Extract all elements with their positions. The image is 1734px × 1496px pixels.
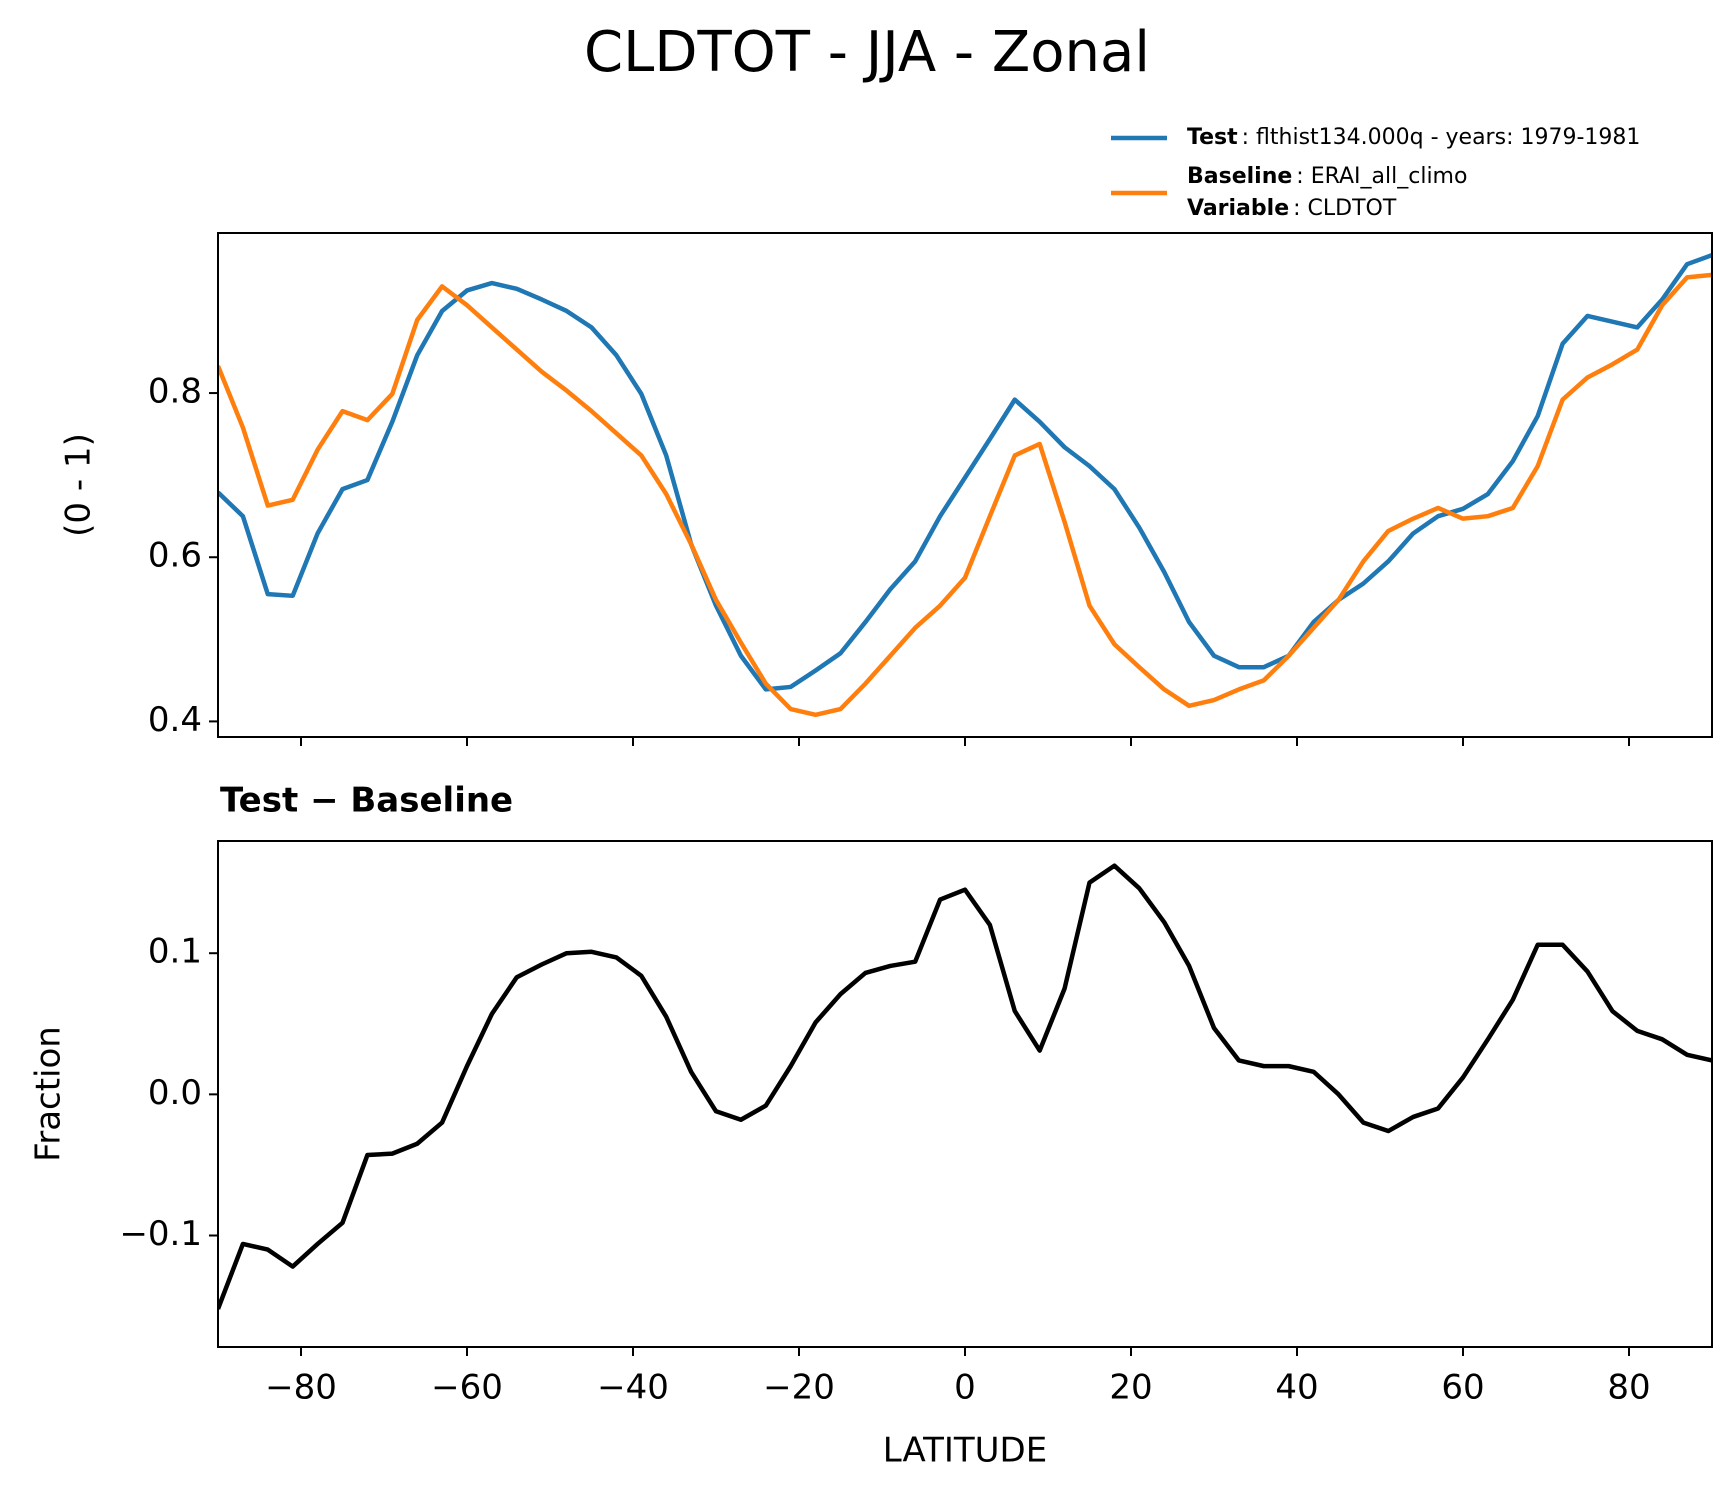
y-tick-label: 0.1: [148, 932, 202, 972]
x-tick-label: −80: [265, 1368, 337, 1408]
data-line: [218, 863, 1712, 1310]
x-tick-label: −40: [597, 1368, 669, 1408]
legend-key: Test: [1187, 125, 1238, 150]
legend-text: : flthist134.000q - years: 1979-1981: [1242, 125, 1641, 150]
data-line: [218, 253, 1712, 692]
legend-key: Baseline: [1187, 164, 1292, 189]
x-tick-label: 20: [1109, 1368, 1152, 1408]
x-axis-label: LATITUDE: [883, 1431, 1047, 1471]
legend-text: : CLDTOT: [1293, 196, 1397, 221]
legend-entry: Variable: CLDTOT: [1187, 196, 1397, 221]
axes-frame: [217, 840, 1713, 1348]
y-tick-label: 0.4: [148, 700, 202, 740]
x-tick-label: 0: [954, 1368, 976, 1408]
y-tick-label: −0.1: [119, 1214, 202, 1254]
x-tick-label: 40: [1275, 1368, 1318, 1408]
y-axis-label: (0 - 1): [59, 433, 99, 537]
x-tick-label: 80: [1607, 1368, 1650, 1408]
legend-entry: Baseline: ERAI_all_climo: [1187, 164, 1467, 189]
legend-entry: Test: flthist134.000q - years: 1979-1981: [1187, 125, 1640, 150]
data-line: [218, 272, 1712, 718]
legend-text: : ERAI_all_climo: [1296, 164, 1467, 189]
y-tick-label: 0.8: [148, 372, 202, 412]
y-tick-label: 0.0: [148, 1073, 202, 1113]
axes-title: Test − Baseline: [220, 781, 513, 821]
legend-key: Variable: [1187, 196, 1289, 221]
y-axis-label: Fraction: [29, 1026, 69, 1162]
figure-title: CLDTOT - JJA - Zonal: [584, 20, 1150, 85]
x-tick-label: 60: [1441, 1368, 1484, 1408]
x-tick-label: −20: [763, 1368, 835, 1408]
y-tick-label: 0.6: [148, 536, 202, 576]
x-tick-label: −60: [431, 1368, 503, 1408]
